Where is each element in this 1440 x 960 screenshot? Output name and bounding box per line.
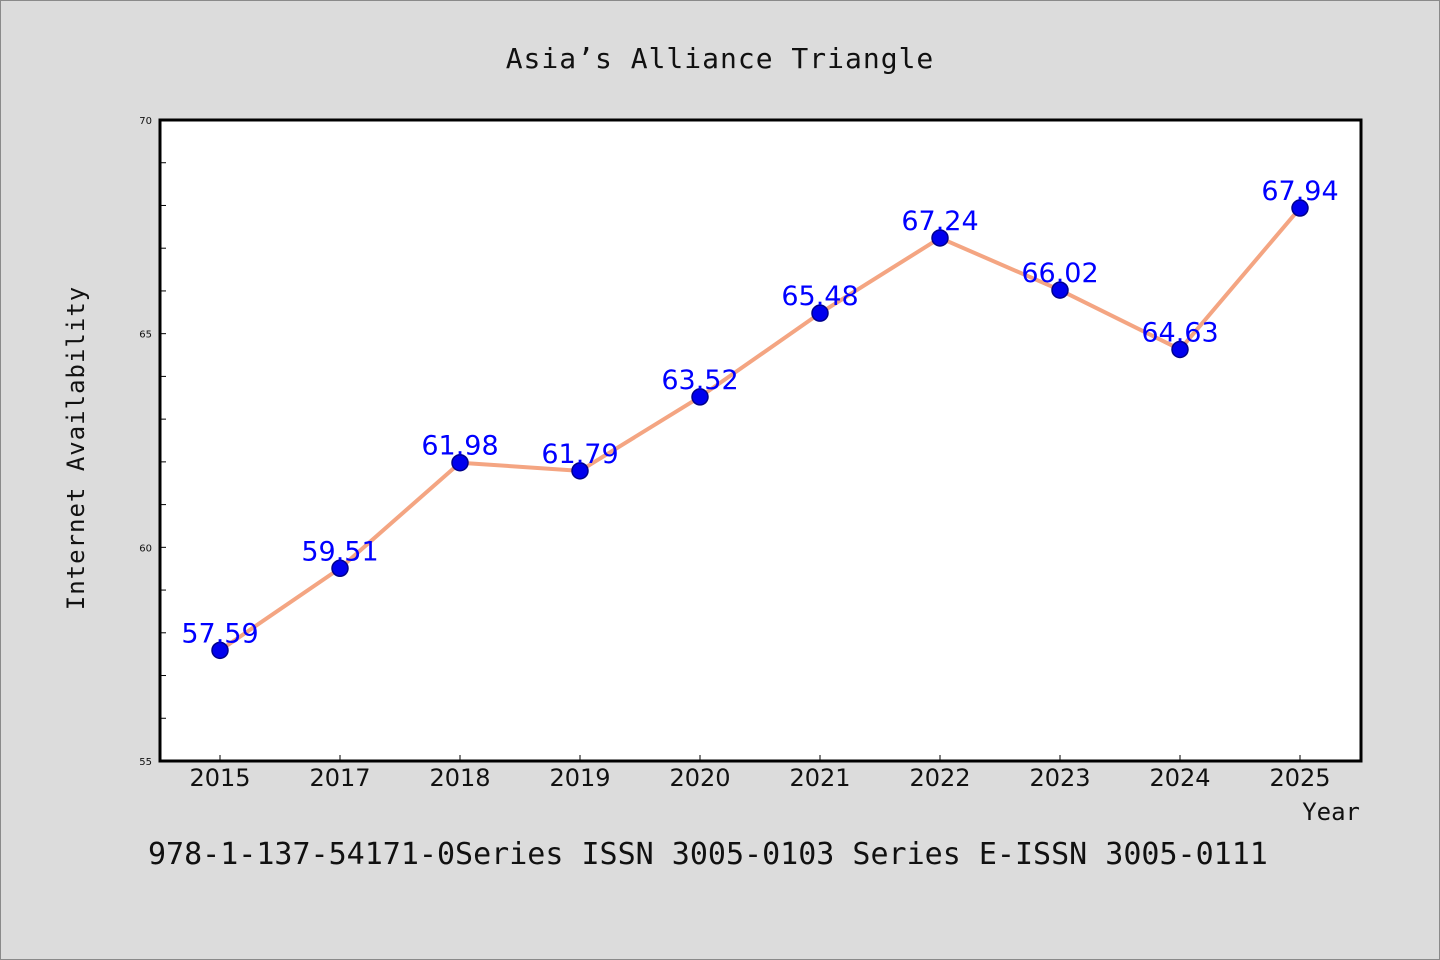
data-label: 61.98: [421, 431, 498, 462]
plot-border: [158, 118, 1363, 763]
data-label: 59.51: [301, 536, 378, 567]
x-axis: 2015 2017 2018 2019 2020 2021 2022 2023 2024 2025: [189, 755, 1331, 792]
data-point: [331, 559, 349, 578]
data-label: 61.79: [541, 439, 618, 470]
data-point: [1171, 340, 1189, 359]
data-label: 57.59: [181, 618, 258, 649]
data-label: 64.63: [1141, 317, 1218, 348]
footer-isbn-issn: 978-1-137-54171-0Series ISSN 3005-0103 S…: [148, 837, 1268, 872]
x-tick-label: 2020: [669, 764, 730, 792]
x-tick-label: 2025: [1269, 764, 1330, 792]
y-axis-label: Internet Availability: [62, 286, 90, 610]
data-label: 63.52: [661, 365, 738, 396]
x-tick-label: 2017: [309, 764, 370, 792]
data-point: [811, 304, 829, 322]
x-tick-label: 2022: [909, 764, 970, 792]
data-labels: 57.59 59.51 61.98 61.79 63.52 65.48 67.24 66.02…: [181, 176, 1338, 649]
plot-area: [160, 120, 1361, 761]
data-points: [211, 199, 1309, 660]
x-tick-label: 2015: [189, 764, 250, 792]
y-tick-label: 60: [139, 543, 152, 554]
x-tick-label: 2019: [549, 764, 610, 792]
data-point: [1291, 199, 1309, 217]
data-point: [1051, 281, 1069, 299]
data-point: [451, 453, 469, 472]
chart-title: Asia’s Alliance Triangle: [506, 42, 935, 75]
data-label: 67.94: [1261, 176, 1338, 207]
y-tick-label: 65: [139, 330, 152, 341]
data-label: 65.48: [781, 281, 858, 312]
data-label: 66.02: [1021, 258, 1098, 289]
data-point: [931, 229, 949, 247]
data-point: [571, 462, 589, 480]
data-point: [691, 388, 709, 406]
series-line: [218, 206, 1302, 653]
x-tick-label: 2018: [429, 764, 490, 792]
x-axis-label: Year: [1302, 798, 1360, 826]
x-tick-label: 2023: [1029, 764, 1090, 792]
x-tick-label: 2021: [789, 764, 850, 792]
data-point: [211, 641, 229, 660]
y-tick-label: 70: [139, 116, 152, 127]
x-tick-label: 2024: [1149, 764, 1210, 792]
y-tick-label: 55: [139, 757, 152, 768]
data-label: 67.24: [901, 206, 978, 237]
